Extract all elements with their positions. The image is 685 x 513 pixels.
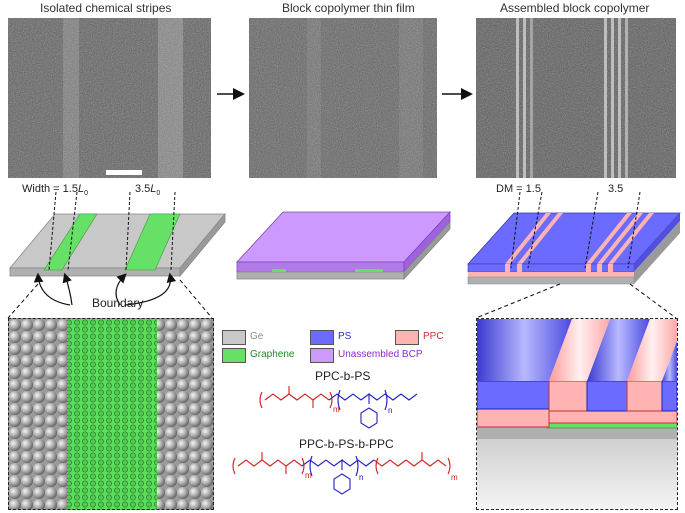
width-label-2: 3.5L0 xyxy=(135,183,161,198)
legend-swatch-ge xyxy=(222,330,246,345)
sem-image-thin-film xyxy=(249,18,437,178)
cross-section-zoom-panel xyxy=(476,318,678,510)
triblock-sub-n: n xyxy=(359,473,363,482)
scale-bar xyxy=(106,170,142,175)
diblock-name: PPC-b-PS xyxy=(315,369,371,383)
legend-label-ppc: PPC xyxy=(423,331,444,342)
dm-label: DM = 1.5 xyxy=(496,183,541,195)
sem-image-chemical-stripes xyxy=(8,18,211,178)
legend-label-ge: Ge xyxy=(250,331,264,342)
dm-label-2: 3.5 xyxy=(608,183,624,195)
triblock-sub-m-right: m xyxy=(451,473,458,482)
legend-swatch-ppc xyxy=(395,330,419,345)
diblock-sub-m: m xyxy=(333,405,340,414)
substrate-thin-film xyxy=(236,210,451,281)
legend-label-unassembled-bcp: Unassembled BCP xyxy=(338,349,423,360)
legend-label-graphene: Graphene xyxy=(250,349,295,360)
graphene-stripe-wide xyxy=(124,213,181,271)
substrate-assembled xyxy=(467,191,681,285)
sem-image-assembled xyxy=(476,18,676,178)
legend-swatch-graphene xyxy=(222,348,246,363)
panel-title-assembled: Assembled block copolymer xyxy=(500,1,650,15)
graphene-layer xyxy=(546,422,677,429)
legend-swatch-ps xyxy=(310,330,334,345)
width-label: Width = 1.5L0 xyxy=(22,183,88,198)
legend-label-ps: PS xyxy=(338,331,352,342)
diblock-sub-n: n xyxy=(388,406,392,415)
boundary-label: Boundary xyxy=(92,296,144,310)
substrate-chemical-stripes xyxy=(9,191,226,306)
atomic-zoom-panel xyxy=(8,318,214,510)
legend-swatch-unassembled-bcp xyxy=(310,348,334,363)
panel-title-chemical-stripes: Isolated chemical stripes xyxy=(40,1,172,15)
triblock-name: PPC-b-PS-b-PPC xyxy=(299,437,394,451)
triblock-sub-m-left: m xyxy=(305,471,312,480)
panel-title-thin-film: Block copolymer thin film xyxy=(282,1,415,15)
graphene-stripe-narrow xyxy=(43,213,98,271)
